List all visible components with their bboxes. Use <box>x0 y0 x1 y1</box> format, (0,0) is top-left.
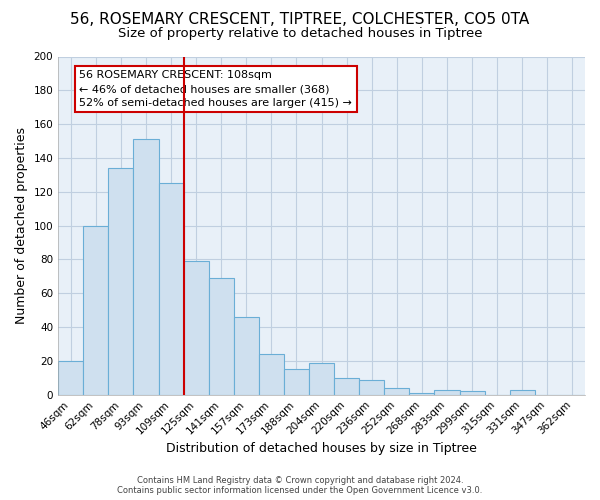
Bar <box>409 393 434 394</box>
Bar <box>385 388 409 394</box>
Bar <box>133 140 158 394</box>
Text: 56 ROSEMARY CRESCENT: 108sqm
← 46% of detached houses are smaller (368)
52% of s: 56 ROSEMARY CRESCENT: 108sqm ← 46% of de… <box>79 70 352 108</box>
Bar <box>510 390 535 394</box>
Bar <box>334 378 359 394</box>
Text: Contains HM Land Registry data © Crown copyright and database right 2024.
Contai: Contains HM Land Registry data © Crown c… <box>118 476 482 495</box>
Bar <box>460 392 485 394</box>
Text: Size of property relative to detached houses in Tiptree: Size of property relative to detached ho… <box>118 28 482 40</box>
X-axis label: Distribution of detached houses by size in Tiptree: Distribution of detached houses by size … <box>166 442 477 455</box>
Text: 56, ROSEMARY CRESCENT, TIPTREE, COLCHESTER, CO5 0TA: 56, ROSEMARY CRESCENT, TIPTREE, COLCHEST… <box>70 12 530 28</box>
Bar <box>158 184 184 394</box>
Bar <box>184 261 209 394</box>
Bar <box>359 380 385 394</box>
Bar <box>284 370 309 394</box>
Bar <box>434 390 460 394</box>
Bar <box>58 361 83 394</box>
Y-axis label: Number of detached properties: Number of detached properties <box>15 127 28 324</box>
Bar <box>309 362 334 394</box>
Bar <box>209 278 234 394</box>
Bar <box>259 354 284 395</box>
Bar <box>234 317 259 394</box>
Bar <box>109 168 133 394</box>
Bar <box>83 226 109 394</box>
